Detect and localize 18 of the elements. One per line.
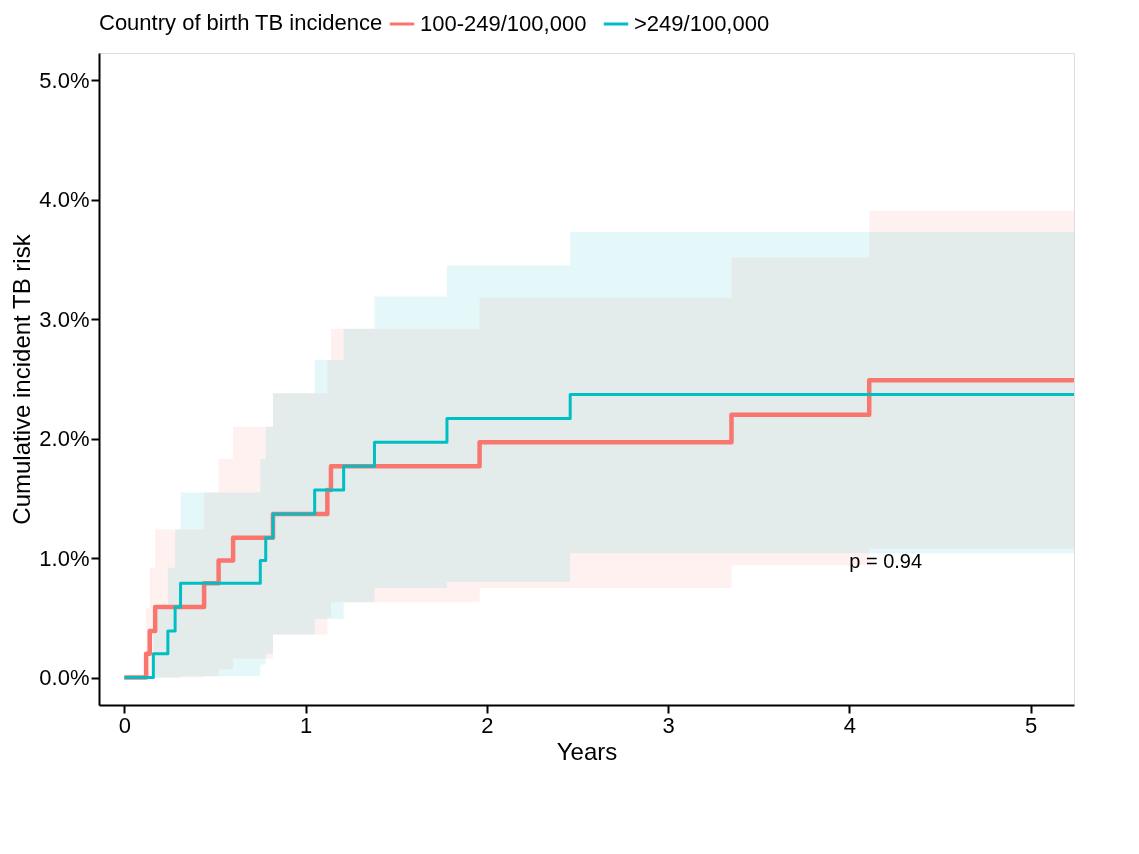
x-tick-label: 5 xyxy=(1024,712,1038,738)
y-axis-title: Cumulative incident TB risk xyxy=(8,233,36,525)
y-tick-label: 1.0% xyxy=(39,545,90,571)
legend-label: 100-249/100,000 xyxy=(420,11,587,36)
y-tick-label: 5.0% xyxy=(39,67,90,93)
x-tick-label: 4 xyxy=(843,712,856,738)
x-axis-title: Years xyxy=(556,737,618,765)
x-tick-label: 2 xyxy=(481,712,494,738)
legend-title: Country of birth TB incidence xyxy=(99,10,383,35)
legend-label: >249/100,000 xyxy=(634,11,770,36)
x-tick-label: 3 xyxy=(662,712,675,738)
y-tick-label: 3.0% xyxy=(39,306,90,332)
y-tick-label: 2.0% xyxy=(39,426,90,452)
annotation: p = 0.94 xyxy=(849,549,923,572)
y-tick-label: 4.0% xyxy=(39,187,90,213)
x-tick-label: 1 xyxy=(299,712,313,738)
x-tick-label: 0 xyxy=(118,712,131,738)
y-tick-label: 0.0% xyxy=(39,665,90,691)
